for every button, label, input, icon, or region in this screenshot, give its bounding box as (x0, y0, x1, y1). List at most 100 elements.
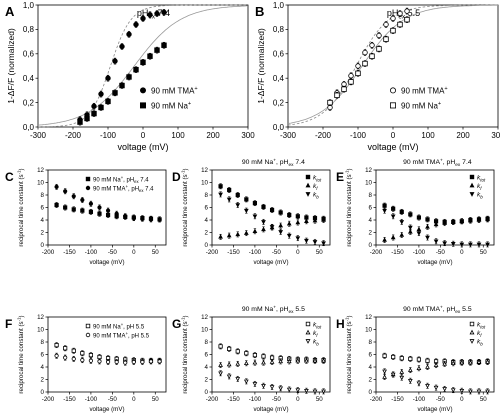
data-point (476, 359, 482, 364)
data-point (112, 58, 118, 64)
data-point (407, 229, 413, 234)
data-point (295, 358, 301, 363)
x-tick-label: -150 (227, 396, 240, 403)
data-point (469, 329, 475, 335)
series-1 (218, 357, 326, 369)
data-point (407, 367, 413, 372)
data-point (105, 75, 111, 81)
data-point (390, 15, 396, 22)
data-point (261, 220, 266, 225)
data-point (131, 216, 136, 221)
data-point (407, 225, 413, 231)
plot-frame (37, 4, 249, 128)
data-point (80, 358, 85, 363)
x-tick-label: 0 (460, 396, 464, 403)
data-point (485, 359, 490, 364)
data-point (123, 360, 128, 365)
x-tick-label: -100 (350, 131, 367, 140)
data-point (278, 358, 284, 364)
data-point (218, 184, 223, 189)
panel-title: 90 mM Na+, pHex 7.4 (242, 158, 305, 168)
panel-title: 90 mM Na+, pHex 5.5 (242, 305, 305, 315)
data-point (218, 371, 223, 376)
data-point (348, 79, 354, 85)
y-axis-title: reciprocal time constant (s-1) (345, 315, 353, 393)
data-point (97, 359, 102, 364)
x-tick-label: 0 (132, 249, 136, 256)
data-point (243, 208, 249, 214)
data-point (105, 208, 111, 213)
data-point (71, 356, 76, 361)
x-tick-label: -200 (42, 249, 55, 256)
data-point (469, 321, 475, 327)
data-point (476, 242, 482, 248)
data-point (399, 369, 405, 374)
data-point (80, 197, 85, 203)
legend-label: 90 mM Na+ (151, 101, 191, 110)
data-point (442, 361, 448, 366)
data-point (161, 42, 167, 48)
data-point (54, 202, 59, 208)
data-point (459, 359, 465, 365)
data-point (261, 383, 266, 389)
data-point (243, 230, 249, 235)
x-tick-label: 0 (296, 396, 300, 403)
data-point (425, 383, 430, 389)
x-tick-label: 50 (152, 249, 159, 256)
x-axis-title: voltage (mV) (89, 406, 124, 413)
data-point (54, 184, 59, 189)
data-point (71, 207, 76, 212)
chart-panel-h: H -200 -150 -100 -50 0 50 0 2 4 6 8 10 12 voltage (mV)… (336, 305, 495, 413)
data-point (161, 9, 167, 16)
data-point (278, 230, 284, 235)
data-point (397, 21, 403, 28)
y-tick-label: 1,0 (23, 1, 35, 10)
data-point (133, 66, 139, 73)
series-2 (382, 368, 490, 395)
series-2 (218, 370, 326, 395)
panel-letter: D (172, 170, 181, 184)
chart-panel-c: C -200 -150 -100 -50 0 50 0 2 4 6 8 10 12 voltage (mV)… (5, 167, 167, 266)
data-point (485, 389, 490, 395)
data-point (269, 355, 275, 360)
series-0 (77, 9, 167, 123)
y-tick-label: 10 (201, 327, 208, 334)
series-1 (382, 359, 490, 380)
data-point (355, 63, 361, 69)
data-point (97, 211, 102, 216)
data-point (140, 59, 146, 66)
data-point (425, 364, 430, 369)
data-point (391, 354, 396, 360)
data-point (433, 362, 439, 367)
panel-letter: C (5, 170, 14, 184)
x-tick-label: 50 (316, 249, 323, 256)
data-point (243, 379, 249, 385)
x-tick-label: -100 (249, 249, 262, 256)
x-tick-label: -100 (85, 249, 98, 256)
y-tick-label: 8 (205, 339, 209, 346)
y-tick-label: 8 (41, 192, 45, 199)
data-point (85, 323, 91, 329)
x-tick-label: -150 (227, 249, 240, 256)
x-tick-label: 0 (296, 249, 300, 256)
x-tick-label: -150 (63, 396, 76, 403)
y-tick-label: 0,6 (23, 50, 35, 59)
y-tick-label: 2 (369, 377, 373, 384)
data-point (244, 197, 249, 202)
data-point (390, 214, 396, 219)
fit-curve (38, 4, 248, 128)
data-point (304, 238, 309, 244)
x-tick-label: -200 (315, 131, 332, 140)
x-tick-label: -200 (370, 249, 383, 256)
data-point (485, 242, 490, 248)
y-tick-label: 0 (41, 389, 45, 396)
series-1 (54, 352, 162, 366)
x-tick-label: 200 (206, 131, 220, 140)
data-point (77, 119, 83, 125)
data-point (235, 377, 241, 382)
legend-label: 90 mM TMA+, pH 5.5 (93, 331, 150, 339)
data-point (469, 174, 475, 180)
data-point (389, 102, 396, 109)
